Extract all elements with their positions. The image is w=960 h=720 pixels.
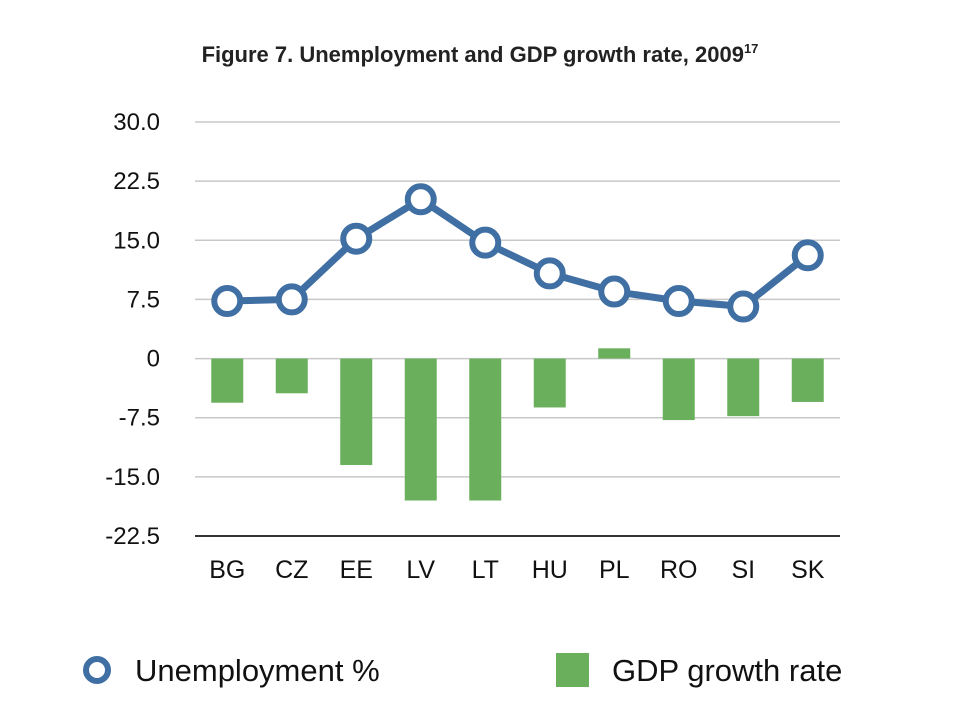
legend-unemployment-marker bbox=[83, 656, 111, 684]
gdp-bar-pl bbox=[598, 348, 631, 359]
x-tick-label: LV bbox=[406, 556, 435, 584]
y-tick-label: -22.5 bbox=[105, 523, 160, 550]
gdp-bar-ro bbox=[662, 358, 695, 421]
x-tick-label: RO bbox=[660, 556, 698, 584]
x-tick-label: EE bbox=[340, 556, 373, 584]
gdp-bar-ee bbox=[340, 358, 373, 466]
gdp-bar-bg bbox=[211, 358, 244, 403]
unemployment-point-bg bbox=[211, 285, 244, 318]
unemployment-point-ro bbox=[662, 285, 695, 318]
unemployment-point-cz bbox=[275, 283, 308, 316]
y-tick-label: 30.0 bbox=[113, 109, 160, 136]
x-tick-label: SI bbox=[731, 556, 755, 584]
legend: Unemployment % GDP growth rate bbox=[83, 653, 842, 688]
y-tick-label: 7.5 bbox=[127, 286, 160, 313]
x-tick-label: HU bbox=[532, 556, 568, 584]
y-tick-label: 0 bbox=[147, 346, 160, 373]
legend-gdp-label: GDP growth rate bbox=[612, 653, 842, 688]
y-axis-tick-labels: 30.0 22.5 15.0 7.5 0 -7.5 -15.0 -22.5 bbox=[105, 109, 160, 550]
x-axis-tick-labels: BG CZ EE LV LT HU PL RO SI SK bbox=[209, 556, 825, 584]
unemployment-point-sk bbox=[791, 239, 824, 272]
unemployment-point-ee bbox=[340, 222, 373, 255]
legend-unemployment-label: Unemployment % bbox=[135, 653, 380, 688]
unemployment-point-lv bbox=[404, 183, 437, 216]
gdp-bars bbox=[211, 348, 824, 501]
x-tick-label: BG bbox=[209, 556, 245, 584]
y-tick-label: 15.0 bbox=[113, 227, 160, 254]
x-tick-label: CZ bbox=[275, 556, 308, 584]
unemployment-point-hu bbox=[533, 257, 566, 290]
unemployment-series-line bbox=[227, 195, 810, 311]
gdp-bar-lv bbox=[404, 358, 437, 501]
gdp-bar-si bbox=[727, 358, 760, 417]
gdp-bar-lt bbox=[469, 358, 502, 501]
unemployment-point-si bbox=[727, 290, 760, 323]
gdp-bar-sk bbox=[791, 358, 824, 402]
y-tick-label: 22.5 bbox=[113, 168, 160, 195]
chart-title-superscript: 17 bbox=[744, 41, 758, 56]
x-tick-label: LT bbox=[472, 556, 499, 584]
x-tick-label: PL bbox=[599, 556, 630, 584]
legend-gdp-swatch bbox=[556, 653, 589, 687]
gdp-bar-cz bbox=[275, 358, 308, 394]
chart-title-text: Figure 7. Unemployment and GDP growth ra… bbox=[202, 42, 744, 67]
unemployment-point-pl bbox=[598, 275, 631, 308]
y-tick-label: -15.0 bbox=[105, 464, 160, 491]
gdp-bar-hu bbox=[533, 358, 566, 408]
x-tick-label: SK bbox=[791, 556, 825, 584]
y-tick-label: -7.5 bbox=[119, 405, 160, 432]
unemployment-line bbox=[211, 183, 824, 323]
unemployment-point-lt bbox=[469, 226, 502, 259]
chart-title: Figure 7. Unemployment and GDP growth ra… bbox=[202, 41, 759, 67]
